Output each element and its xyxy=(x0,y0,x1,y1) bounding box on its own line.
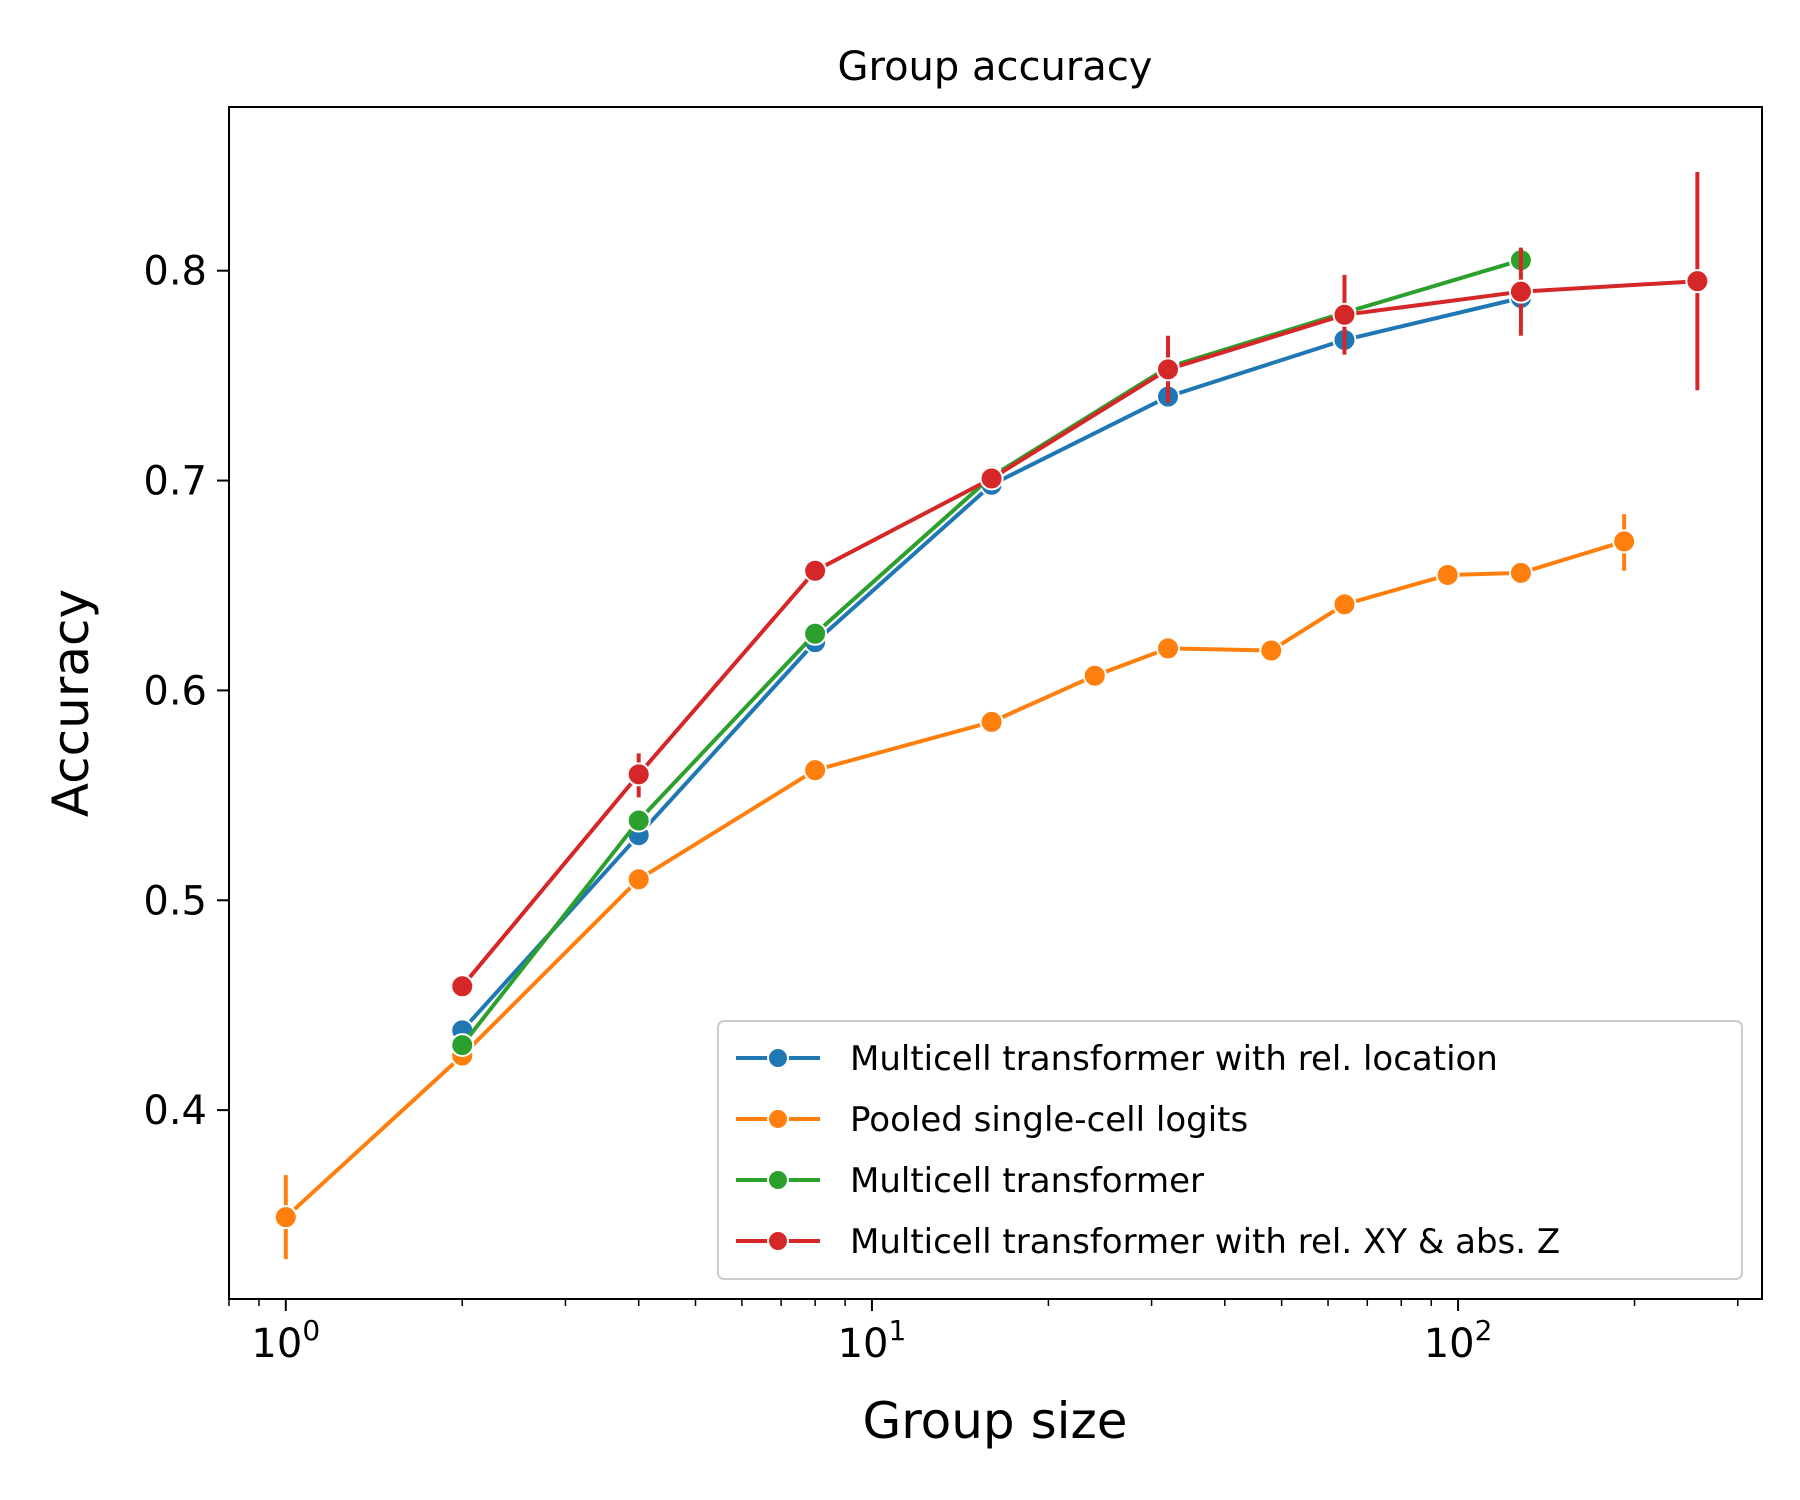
y-tick-label: 0.5 xyxy=(143,878,207,924)
legend-marker xyxy=(767,1047,789,1069)
data-point xyxy=(626,808,651,833)
data-point xyxy=(1508,279,1533,304)
y-axis-label: Accuracy xyxy=(42,589,100,817)
plot-area xyxy=(273,172,1710,1260)
series-4 xyxy=(450,172,1710,999)
data-point xyxy=(803,621,828,646)
series-line xyxy=(460,279,1700,989)
series-3 xyxy=(450,248,1533,1058)
legend: Multicell transformer with rel. location… xyxy=(717,1020,1743,1280)
data-point xyxy=(1612,529,1637,554)
series-1 xyxy=(450,285,1533,1043)
data-point xyxy=(1508,560,1533,585)
legend-item: Multicell transformer with rel. XY & abs… xyxy=(736,1222,1560,1262)
x-tick-label: 102 xyxy=(1424,1314,1493,1367)
data-point xyxy=(803,758,828,783)
series-line xyxy=(460,296,1523,1033)
x-axis-label: Group size xyxy=(862,1392,1127,1450)
y-tick-label: 0.6 xyxy=(143,668,207,714)
data-point xyxy=(979,709,1004,734)
data-point xyxy=(1332,592,1357,617)
legend-marker xyxy=(767,1230,789,1252)
data-point xyxy=(450,974,475,999)
data-point xyxy=(979,466,1004,491)
legend-label: Multicell transformer xyxy=(850,1161,1204,1201)
data-point xyxy=(1156,357,1181,382)
legend-label: Multicell transformer with rel. location xyxy=(850,1039,1498,1079)
legend-label: Multicell transformer with rel. XY & abs… xyxy=(850,1222,1560,1262)
data-point xyxy=(1332,302,1357,327)
x-axis: 100 101 102 xyxy=(228,1299,1739,1367)
series-line xyxy=(283,539,1627,1220)
x-tick-label: 101 xyxy=(838,1314,907,1367)
legend-item: Pooled single-cell logits xyxy=(736,1100,1248,1140)
data-point xyxy=(1259,638,1284,663)
data-point xyxy=(1435,562,1460,587)
y-tick-label: 0.7 xyxy=(143,459,207,505)
data-point xyxy=(1082,663,1107,688)
y-tick-label: 0.8 xyxy=(143,249,207,295)
data-point xyxy=(626,867,651,892)
legend-label: Pooled single-cell logits xyxy=(850,1100,1248,1140)
data-point xyxy=(450,1033,475,1058)
x-tick-label: 100 xyxy=(251,1314,320,1367)
legend-frame xyxy=(717,1020,1743,1280)
data-point xyxy=(273,1205,298,1230)
series-line xyxy=(460,258,1523,1048)
chart-title: Group accuracy xyxy=(838,44,1153,90)
legend-item: Multicell transformer xyxy=(736,1161,1204,1201)
data-point xyxy=(1156,636,1181,661)
data-point xyxy=(626,762,651,787)
legend-item: Multicell transformer with rel. location xyxy=(736,1039,1498,1079)
y-axis: 0.4 0.5 0.6 0.7 0.8 xyxy=(143,249,229,1134)
legend-marker xyxy=(767,1169,789,1191)
data-point xyxy=(1685,269,1710,294)
data-point xyxy=(803,558,828,583)
legend-marker xyxy=(767,1108,789,1130)
plot-frame xyxy=(228,106,1763,1300)
y-tick-label: 0.4 xyxy=(143,1088,207,1134)
